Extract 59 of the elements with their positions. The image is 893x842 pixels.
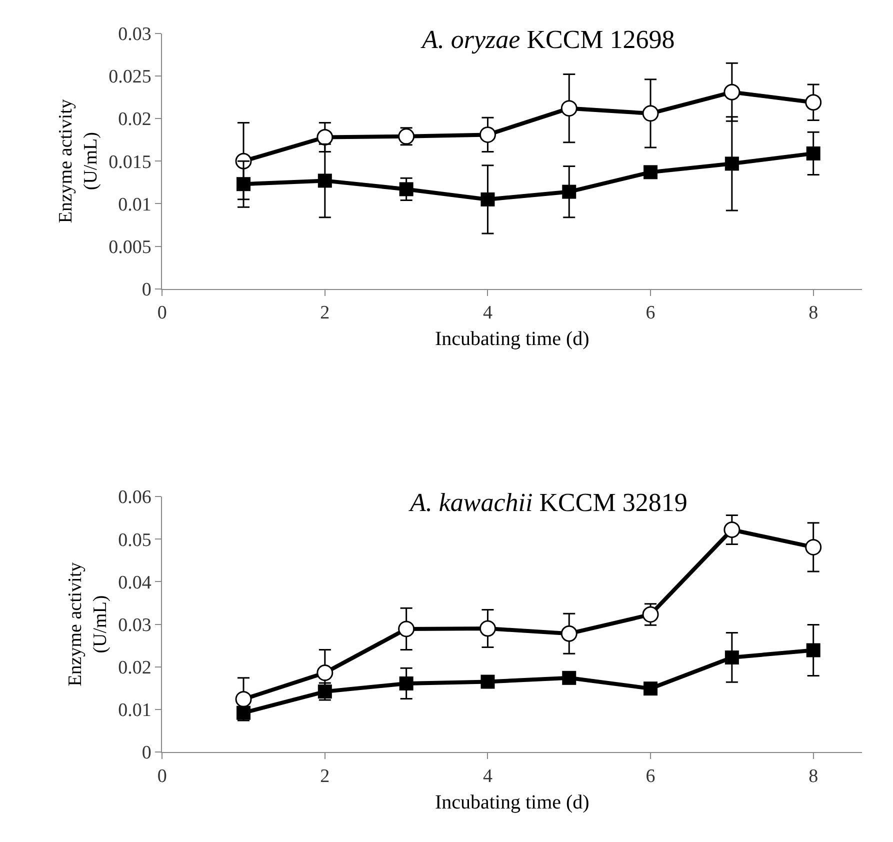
- point: [399, 182, 414, 196]
- point: [724, 156, 739, 171]
- point: [236, 706, 251, 720]
- y-tick-label: 0.01: [118, 700, 152, 722]
- point: [318, 174, 332, 188]
- point: [724, 521, 740, 538]
- point: [562, 184, 576, 199]
- x-tick-label: 0: [157, 302, 167, 324]
- point: [642, 606, 659, 623]
- x-tick-label: 4: [482, 766, 493, 787]
- y-tick-label: 0.02: [118, 109, 152, 130]
- point: [560, 100, 578, 117]
- point: [805, 538, 822, 556]
- y-axis-title: Enzyme activity (U/mL): [65, 562, 111, 686]
- x-tick-label: 0: [157, 766, 167, 787]
- x-tick-label: 6: [646, 302, 656, 324]
- point: [480, 192, 495, 206]
- point: [316, 129, 334, 146]
- point: [644, 682, 658, 696]
- y-tick-label: 0: [142, 279, 152, 300]
- point: [644, 165, 658, 180]
- chart-title: A. kawachii KCCM 32819: [408, 488, 688, 517]
- point: [806, 146, 820, 160]
- point: [724, 650, 739, 664]
- point: [805, 94, 822, 111]
- point: [724, 84, 740, 100]
- point: [560, 625, 578, 642]
- x-tick-label: 2: [320, 302, 330, 324]
- point: [236, 177, 251, 192]
- y-tick-label: 0.05: [118, 530, 152, 551]
- x-tick-label: 8: [808, 766, 818, 787]
- y-axis-title: Enzyme activity (U/mL): [56, 98, 102, 224]
- x-tick-label: 6: [646, 766, 656, 787]
- point: [479, 620, 496, 637]
- point: [480, 674, 495, 689]
- point: [642, 105, 659, 122]
- point: [316, 664, 334, 682]
- y-tick-label: 0.01: [118, 194, 152, 216]
- y-tick-label: 0.06: [118, 487, 152, 508]
- y-tick-label: 0.025: [108, 66, 152, 88]
- x-axis-title: Incubating time (d): [434, 791, 590, 814]
- y-tick-label: 0.02: [118, 657, 152, 678]
- point: [398, 620, 415, 638]
- y-tick-label: 0.03: [118, 614, 152, 636]
- y-tick-label: 0: [142, 742, 152, 764]
- y-tick-label: 0.03: [118, 24, 152, 46]
- x-tick-label: 8: [808, 302, 818, 324]
- y-tick-label: 0.005: [108, 236, 152, 258]
- point: [479, 126, 496, 143]
- x-axis-title: Incubating time (d): [434, 328, 590, 350]
- point: [562, 670, 576, 685]
- point: [235, 690, 252, 708]
- y-tick-label: 0.015: [108, 152, 152, 173]
- chart-title: A. oryzae KCCM 12698: [420, 25, 675, 54]
- point: [399, 676, 414, 690]
- x-tick-label: 4: [482, 302, 493, 324]
- point: [806, 643, 820, 658]
- x-tick-label: 2: [320, 766, 330, 787]
- y-tick-label: 0.04: [118, 572, 152, 594]
